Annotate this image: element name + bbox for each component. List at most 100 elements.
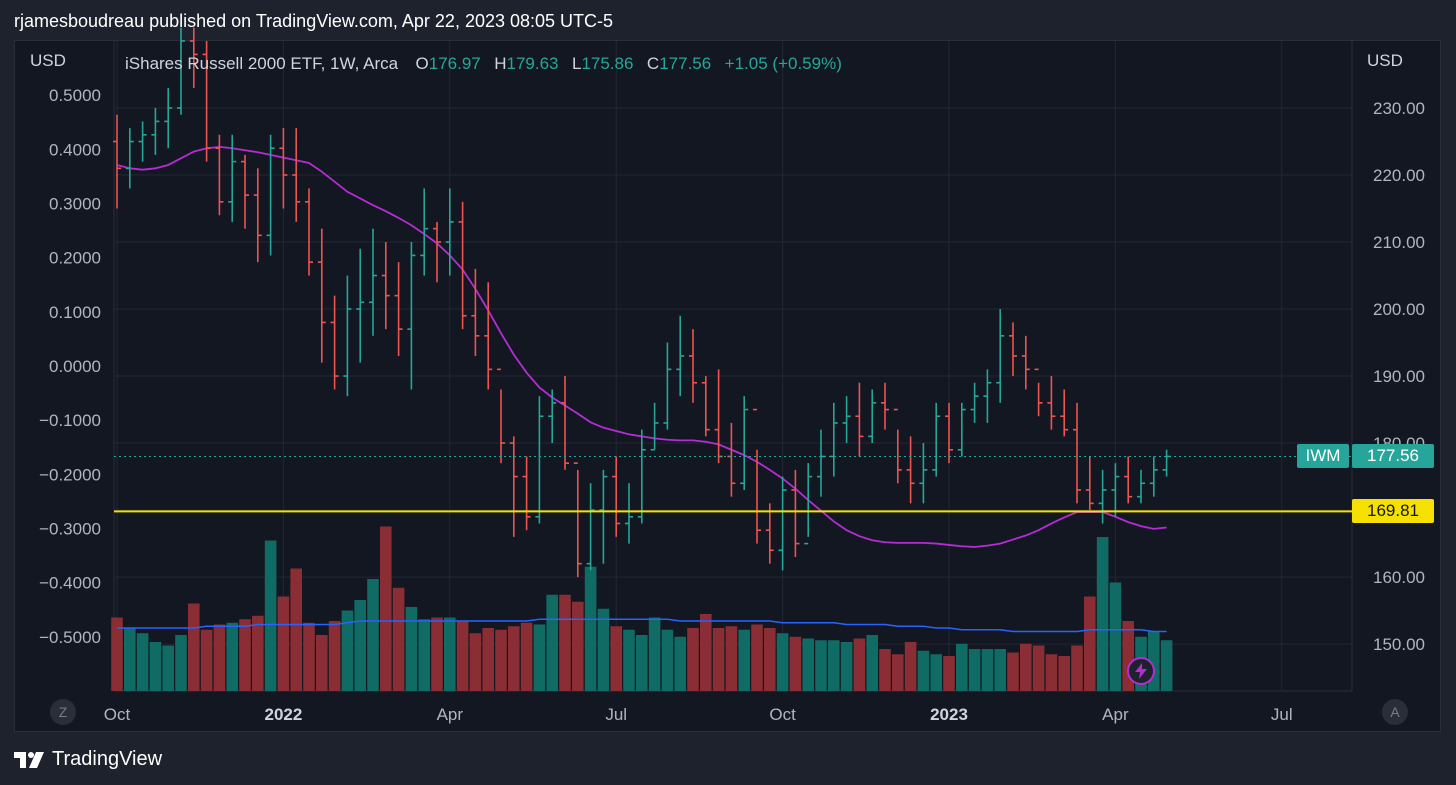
volume-bar: [200, 629, 213, 691]
volume-bar: [252, 615, 264, 691]
brand-name: TradingView: [52, 748, 163, 770]
volume-bar: [303, 622, 315, 691]
ohlc-bar: [804, 463, 813, 545]
volume-bar: [533, 624, 546, 691]
ohlc-bar: [970, 382, 979, 423]
volume-bar: [495, 629, 507, 691]
volume-bar: [239, 619, 251, 691]
percent-tick-label: 0.1000: [49, 303, 101, 322]
ohlc-bar: [471, 268, 480, 356]
ohlc-bar: [330, 295, 339, 390]
legend-h-label: H: [494, 54, 507, 73]
percent-tick-label: 0.5000: [49, 86, 101, 105]
volume-bar: [546, 594, 558, 691]
axes: 150.00160.00170.00180.00190.00200.00210.…: [39, 86, 1425, 724]
time-tick-label: Oct: [104, 705, 131, 724]
price-tick-label: 220.00: [1373, 166, 1425, 185]
volume-bar: [469, 633, 482, 691]
ohlc-bar: [650, 402, 659, 451]
volume-bar: [124, 628, 136, 691]
tradingview-logo-icon: [14, 751, 44, 768]
lightning-icon[interactable]: [1127, 657, 1155, 685]
percent-tick-label: −0.5000: [39, 628, 101, 647]
ohlc-bar: [407, 242, 416, 390]
legend-symbol: iShares Russell 2000 ETF, 1W, Arca: [125, 54, 399, 73]
level-price-tag: 169.81: [1352, 499, 1434, 524]
brand[interactable]: TradingView: [14, 748, 162, 771]
ohlc-bar: [868, 389, 877, 444]
ohlc-bar: [202, 41, 211, 162]
volume-bar: [188, 603, 200, 691]
volume-bar: [648, 617, 661, 691]
volume-bar: [1148, 631, 1160, 691]
ohlc-bar: [458, 201, 467, 330]
volume-bar: [725, 626, 738, 691]
ohlc-bar: [305, 188, 313, 276]
volume-bar: [559, 594, 571, 691]
auto-scale-button[interactable]: A: [1382, 699, 1408, 725]
volume-bar: [623, 629, 635, 691]
ohlc-bar: [1034, 368, 1043, 417]
volume-bar: [444, 617, 456, 691]
time-tick-label: 2023: [930, 705, 968, 724]
ohlc-bar: [292, 128, 301, 222]
ohlc-bar: [586, 483, 595, 571]
volume-ma-path: [117, 618, 1167, 633]
ohlc-bar: [701, 376, 710, 437]
ohlc-bar: [1162, 449, 1171, 477]
volume-bar: [968, 649, 981, 691]
volume-bar: [380, 526, 392, 691]
volume-bar: [1007, 652, 1019, 691]
volume-bar: [277, 596, 290, 691]
volume-bar: [943, 656, 955, 691]
percent-tick-label: −0.3000: [39, 520, 101, 539]
time-tick-label: Apr: [437, 705, 464, 724]
ohlc-bar: [266, 134, 275, 256]
time-tick-label: Jul: [1271, 705, 1293, 724]
volume-bar: [866, 635, 878, 691]
ohlc-bar: [599, 469, 608, 564]
price-tick-label: 210.00: [1373, 233, 1425, 252]
time-tick-label: Oct: [769, 705, 796, 724]
ohlc-bar: [381, 242, 390, 330]
ohlc-bar: [535, 396, 544, 524]
volume-bar: [1058, 656, 1070, 691]
volume-bar: [572, 601, 584, 691]
volume-bar: [789, 636, 802, 691]
time-tick-label: Apr: [1102, 705, 1129, 724]
ohlc-bar: [573, 462, 582, 578]
percent-tick-label: −0.2000: [39, 465, 101, 484]
volume-bar: [367, 579, 379, 691]
ohlc-bar: [945, 402, 953, 464]
volume-bar: [674, 636, 686, 691]
volume-bar: [738, 629, 750, 691]
ohlc-bar: [343, 275, 352, 397]
ohlc-bar: [151, 108, 160, 155]
ohlc-bar: [893, 408, 902, 484]
ohlc-bar: [445, 188, 454, 276]
volume-bar: [930, 654, 942, 691]
zoom-button[interactable]: Z: [50, 699, 76, 725]
ohlc-bar: [561, 376, 569, 470]
volume-bar: [879, 649, 891, 691]
price-tick-label: 230.00: [1373, 99, 1425, 118]
volume-bar: [111, 617, 123, 691]
grid: [113, 41, 1353, 692]
ohlc-bar: [778, 476, 787, 571]
price-tick-label: 160.00: [1373, 568, 1425, 587]
ohlc-bar: [369, 228, 377, 336]
percent-tick-label: 0.4000: [49, 140, 101, 159]
ohlc-bar: [842, 396, 851, 444]
ohlc-bar: [484, 282, 493, 390]
volume-bar: [354, 600, 366, 691]
ohlc-bar: [1098, 469, 1107, 524]
ohlc-bar: [125, 128, 134, 189]
ohlc-bar: [1060, 389, 1069, 437]
ohlc-bar: [829, 402, 838, 477]
legend-h-value: 179.63: [506, 54, 559, 73]
chart-frame[interactable]: [14, 40, 1441, 732]
volume-bar: [328, 621, 341, 691]
ohlc-bar: [753, 408, 761, 544]
volume-bar: [584, 566, 597, 691]
